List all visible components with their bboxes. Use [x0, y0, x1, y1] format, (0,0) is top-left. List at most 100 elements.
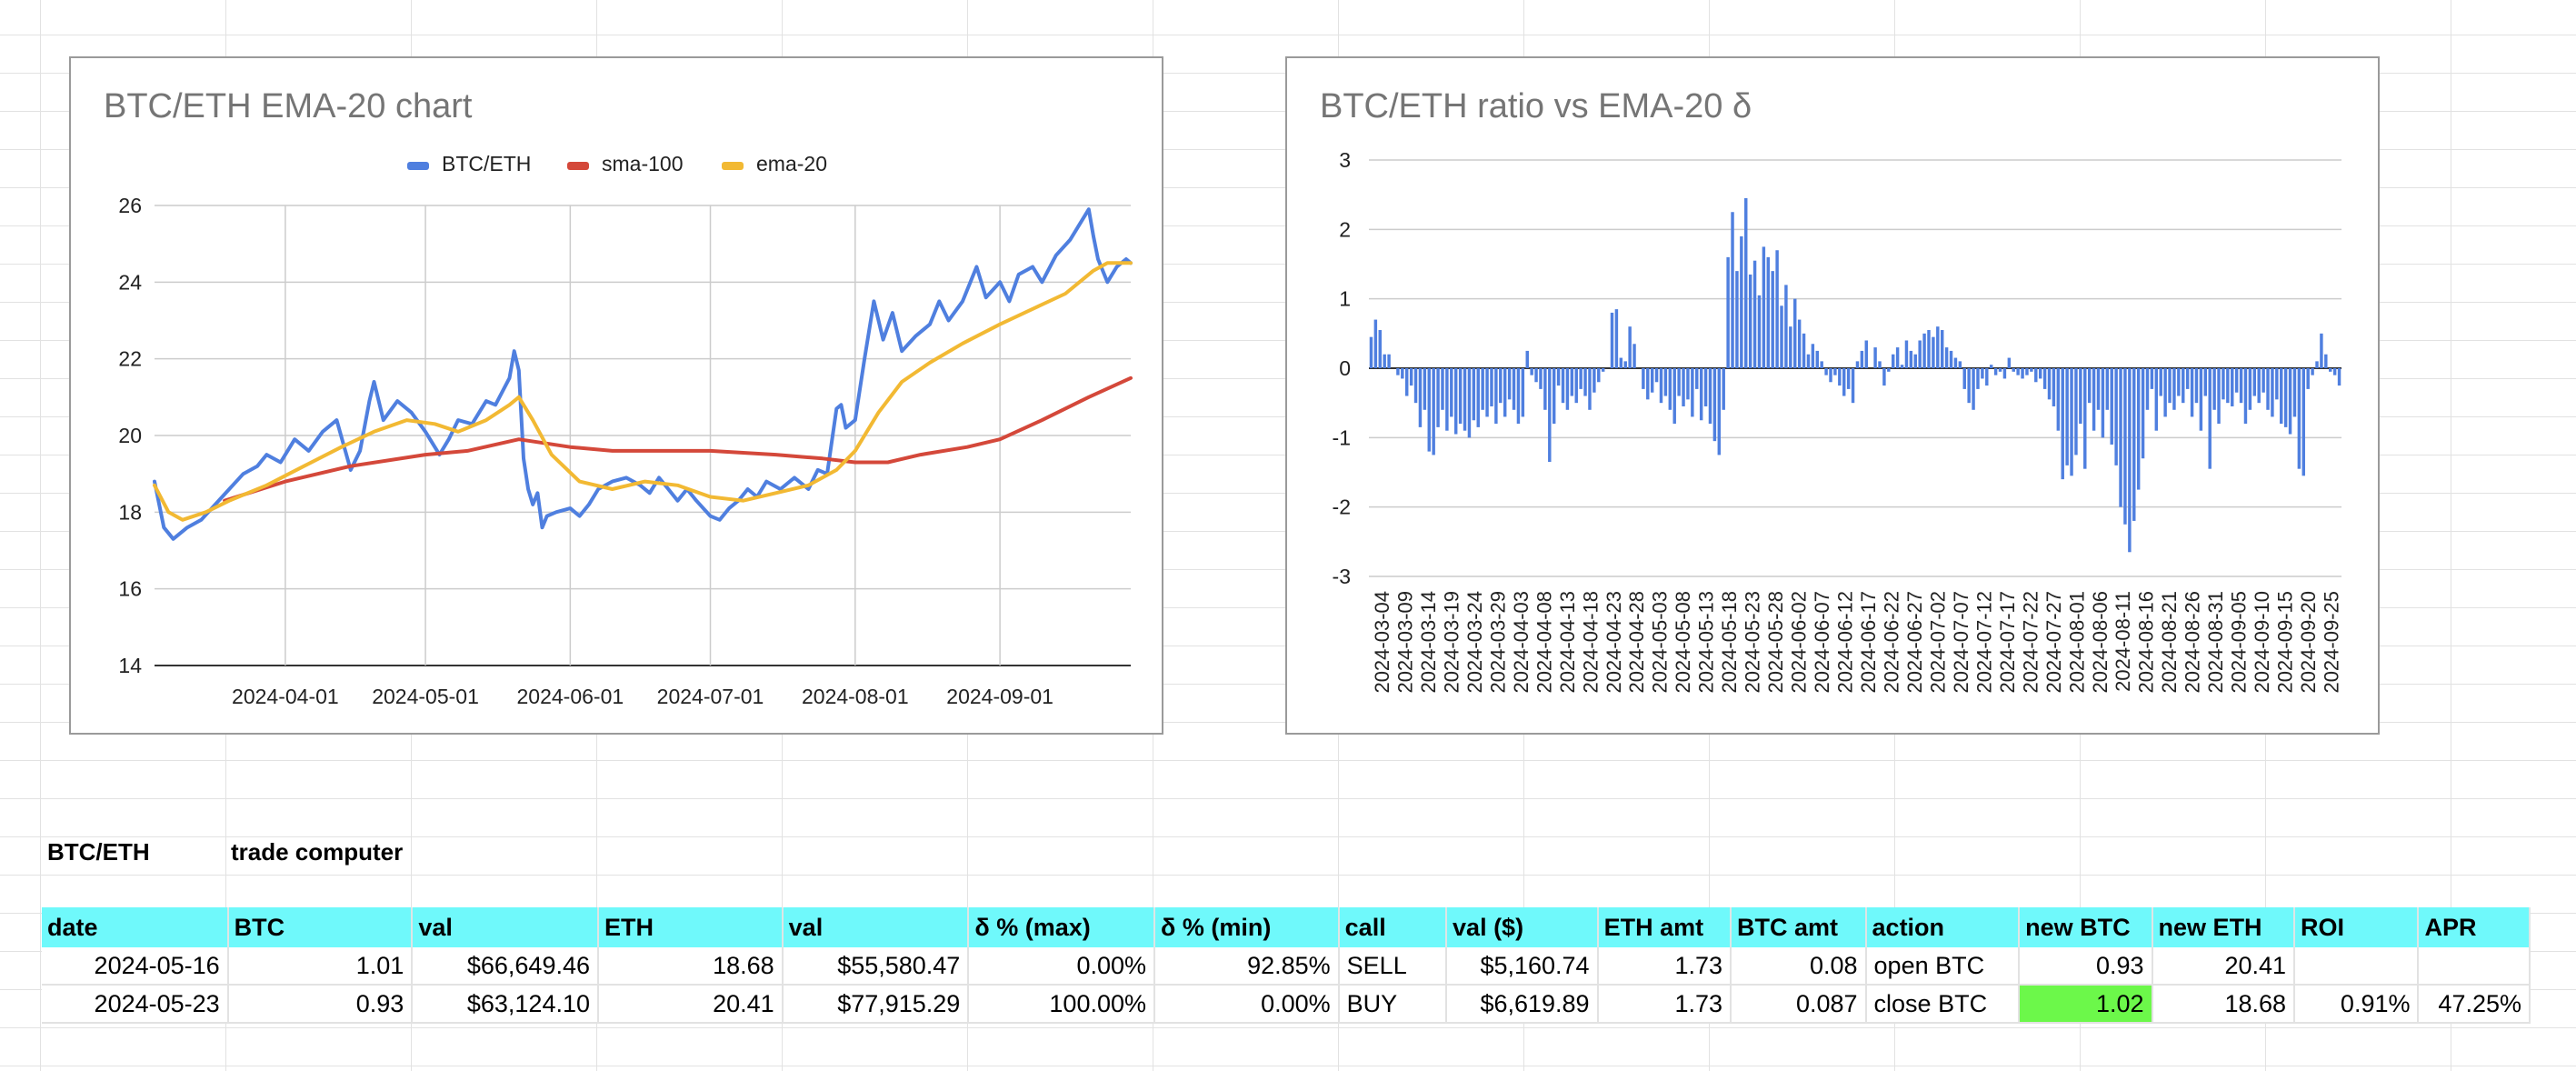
- bar: [1663, 368, 1668, 396]
- cell-btc[interactable]: 0.93: [227, 985, 414, 1024]
- bar: [2222, 368, 2225, 400]
- bar: [2025, 368, 2029, 375]
- cell-action[interactable]: close BTC: [1865, 985, 2021, 1024]
- bar: [1682, 368, 1685, 406]
- bar: [1829, 368, 1832, 383]
- bar: [1913, 354, 1917, 368]
- bar: [2194, 368, 2199, 404]
- cell-date[interactable]: 2024-05-16: [42, 947, 229, 986]
- column-header-eth[interactable]: ETH: [598, 907, 784, 947]
- x-tick-label: 2024-05-08: [1672, 591, 1694, 694]
- cell-btc-amt[interactable]: 0.087: [1731, 985, 1867, 1024]
- bar: [1797, 319, 1802, 368]
- cell-val-usd[interactable]: $6,619.89: [1446, 985, 1599, 1024]
- column-header-delta-min[interactable]: δ % (min): [1154, 907, 1340, 947]
- cell-btc-val[interactable]: $66,649.46: [412, 947, 599, 986]
- cell-eth-amt[interactable]: 1.73: [1597, 985, 1732, 1024]
- column-header-val-usd[interactable]: val ($): [1446, 907, 1599, 947]
- cell-new-eth[interactable]: 18.68: [2152, 985, 2296, 1024]
- bar: [1574, 368, 1578, 404]
- bar: [2329, 368, 2332, 372]
- y-tick-label: 2: [1339, 217, 1351, 241]
- cell-eth[interactable]: 18.68: [598, 947, 784, 986]
- column-header-delta-max[interactable]: δ % (max): [968, 907, 1155, 947]
- column-header-date[interactable]: date: [42, 907, 229, 947]
- bar: [2324, 354, 2328, 368]
- cell-roi[interactable]: 0.91%: [2294, 985, 2420, 1024]
- column-header-call[interactable]: call: [1338, 907, 1448, 947]
- bar: [2163, 368, 2167, 417]
- cell-eth-val[interactable]: $55,580.47: [782, 947, 970, 986]
- bar: [1409, 368, 1413, 386]
- bar: [2320, 333, 2323, 368]
- bar: [2234, 368, 2239, 393]
- cell-call[interactable]: SELL: [1338, 947, 1448, 986]
- column-header-roi[interactable]: ROI: [2294, 907, 2420, 947]
- x-tick-label: 2024-03-09: [1394, 591, 1417, 694]
- x-tick-label: 2024-06-07: [1811, 591, 1833, 694]
- bar: [1588, 368, 1592, 410]
- column-header-eth-val[interactable]: val: [782, 907, 970, 947]
- legend-label: sma-100: [602, 152, 683, 175]
- column-header-apr[interactable]: APR: [2418, 907, 2531, 947]
- cell-btc-val[interactable]: $63,124.10: [412, 985, 599, 1024]
- cell-delta-max[interactable]: 100.00%: [968, 985, 1155, 1024]
- bar: [1646, 368, 1650, 400]
- bar: [2007, 357, 2012, 368]
- column-header-btc-amt[interactable]: BTC amt: [1731, 907, 1867, 947]
- cell-delta-min[interactable]: 92.85%: [1154, 947, 1340, 986]
- delta-bar-chart[interactable]: BTC/ETH ratio vs EMA-20 δ -3 -2 -1 0 1 2 3 2024…: [1285, 56, 2380, 735]
- cell-call[interactable]: BUY: [1338, 985, 1448, 1024]
- bar: [2038, 368, 2042, 379]
- bar: [1851, 368, 1855, 404]
- bar: [1855, 361, 1860, 368]
- column-header-new-eth[interactable]: new ETH: [2152, 907, 2296, 947]
- x-tick-label: 2024-08-06: [2089, 591, 2112, 694]
- bar: [1387, 354, 1391, 368]
- bar: [1401, 368, 1404, 379]
- bar: [1766, 256, 1771, 368]
- column-header-btc-val[interactable]: val: [412, 907, 599, 947]
- bar: [1436, 368, 1440, 427]
- chart-title: BTC/ETH EMA-20 chart: [104, 87, 473, 125]
- cell-action[interactable]: open BTC: [1865, 947, 2021, 986]
- cell-val-usd[interactable]: $5,160.74: [1446, 947, 1599, 986]
- cell-date[interactable]: 2024-05-23: [42, 985, 229, 1024]
- bar: [1561, 368, 1565, 404]
- column-header-new-btc[interactable]: new BTC: [2019, 907, 2153, 947]
- cell-btc[interactable]: 1.01: [227, 947, 414, 986]
- cell-delta-min[interactable]: 0.00%: [1154, 985, 1340, 1024]
- bar: [2061, 368, 2064, 480]
- cell-eth-val[interactable]: $77,915.29: [782, 985, 970, 1024]
- cell-apr[interactable]: [2418, 947, 2531, 986]
- bar: [1824, 368, 1828, 375]
- x-tick-label: 2024-05-13: [1695, 591, 1718, 694]
- bar: [1793, 298, 1797, 368]
- cell-eth[interactable]: 20.41: [598, 985, 784, 1024]
- column-header-action[interactable]: action: [1865, 907, 2021, 947]
- bar: [1932, 336, 1935, 368]
- x-tick-label: 2024-08-01: [2065, 591, 2088, 694]
- x-tick-label: 2024-06-01: [517, 685, 624, 708]
- cell-eth-amt[interactable]: 1.73: [1597, 947, 1732, 986]
- trade-table: date BTC val ETH val δ % (max) δ % (min) call va…: [42, 907, 2531, 1024]
- cell-btc-amt[interactable]: 0.08: [1731, 947, 1867, 986]
- x-tick-label: 2024-06-12: [1834, 591, 1857, 694]
- bar: [1873, 347, 1877, 368]
- cell-new-btc[interactable]: 1.02: [2019, 985, 2153, 1024]
- column-header-eth-amt[interactable]: ETH amt: [1597, 907, 1732, 947]
- cell-delta-max[interactable]: 0.00%: [968, 947, 1155, 986]
- cell-new-btc[interactable]: 0.93: [2019, 947, 2153, 986]
- y-tick-label: 16: [118, 577, 142, 601]
- x-tick-label: 2024-05-28: [1764, 591, 1787, 694]
- cell-new-eth[interactable]: 20.41: [2152, 947, 2296, 986]
- column-header-btc[interactable]: BTC: [227, 907, 414, 947]
- bar: [2034, 368, 2038, 383]
- bar: [1583, 368, 1587, 396]
- bar: [1432, 368, 1435, 455]
- x-tick-label: 2024-03-29: [1486, 591, 1509, 694]
- cell-apr[interactable]: 47.25%: [2418, 985, 2531, 1024]
- ema-line-chart[interactable]: BTC/ETH EMA-20 chart 14 16 18 20 22 24 26 2024-…: [69, 56, 1163, 735]
- y-tick-label: 22: [118, 347, 142, 371]
- cell-roi[interactable]: [2294, 947, 2420, 986]
